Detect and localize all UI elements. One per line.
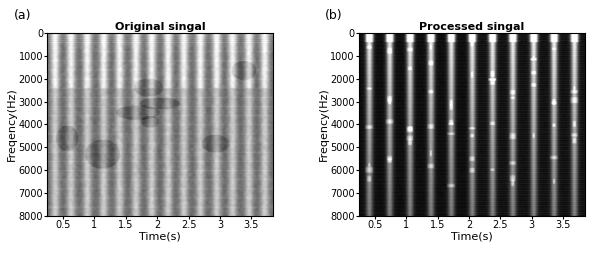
Y-axis label: Freqency(Hz): Freqency(Hz) <box>7 88 17 161</box>
Title: Original singal: Original singal <box>115 22 206 32</box>
Title: Processed singal: Processed singal <box>420 22 525 32</box>
Text: (b): (b) <box>325 9 343 22</box>
X-axis label: Time(s): Time(s) <box>139 231 181 242</box>
X-axis label: Time(s): Time(s) <box>452 231 493 242</box>
Y-axis label: Freqency(Hz): Freqency(Hz) <box>319 88 329 161</box>
Text: (a): (a) <box>14 9 31 22</box>
